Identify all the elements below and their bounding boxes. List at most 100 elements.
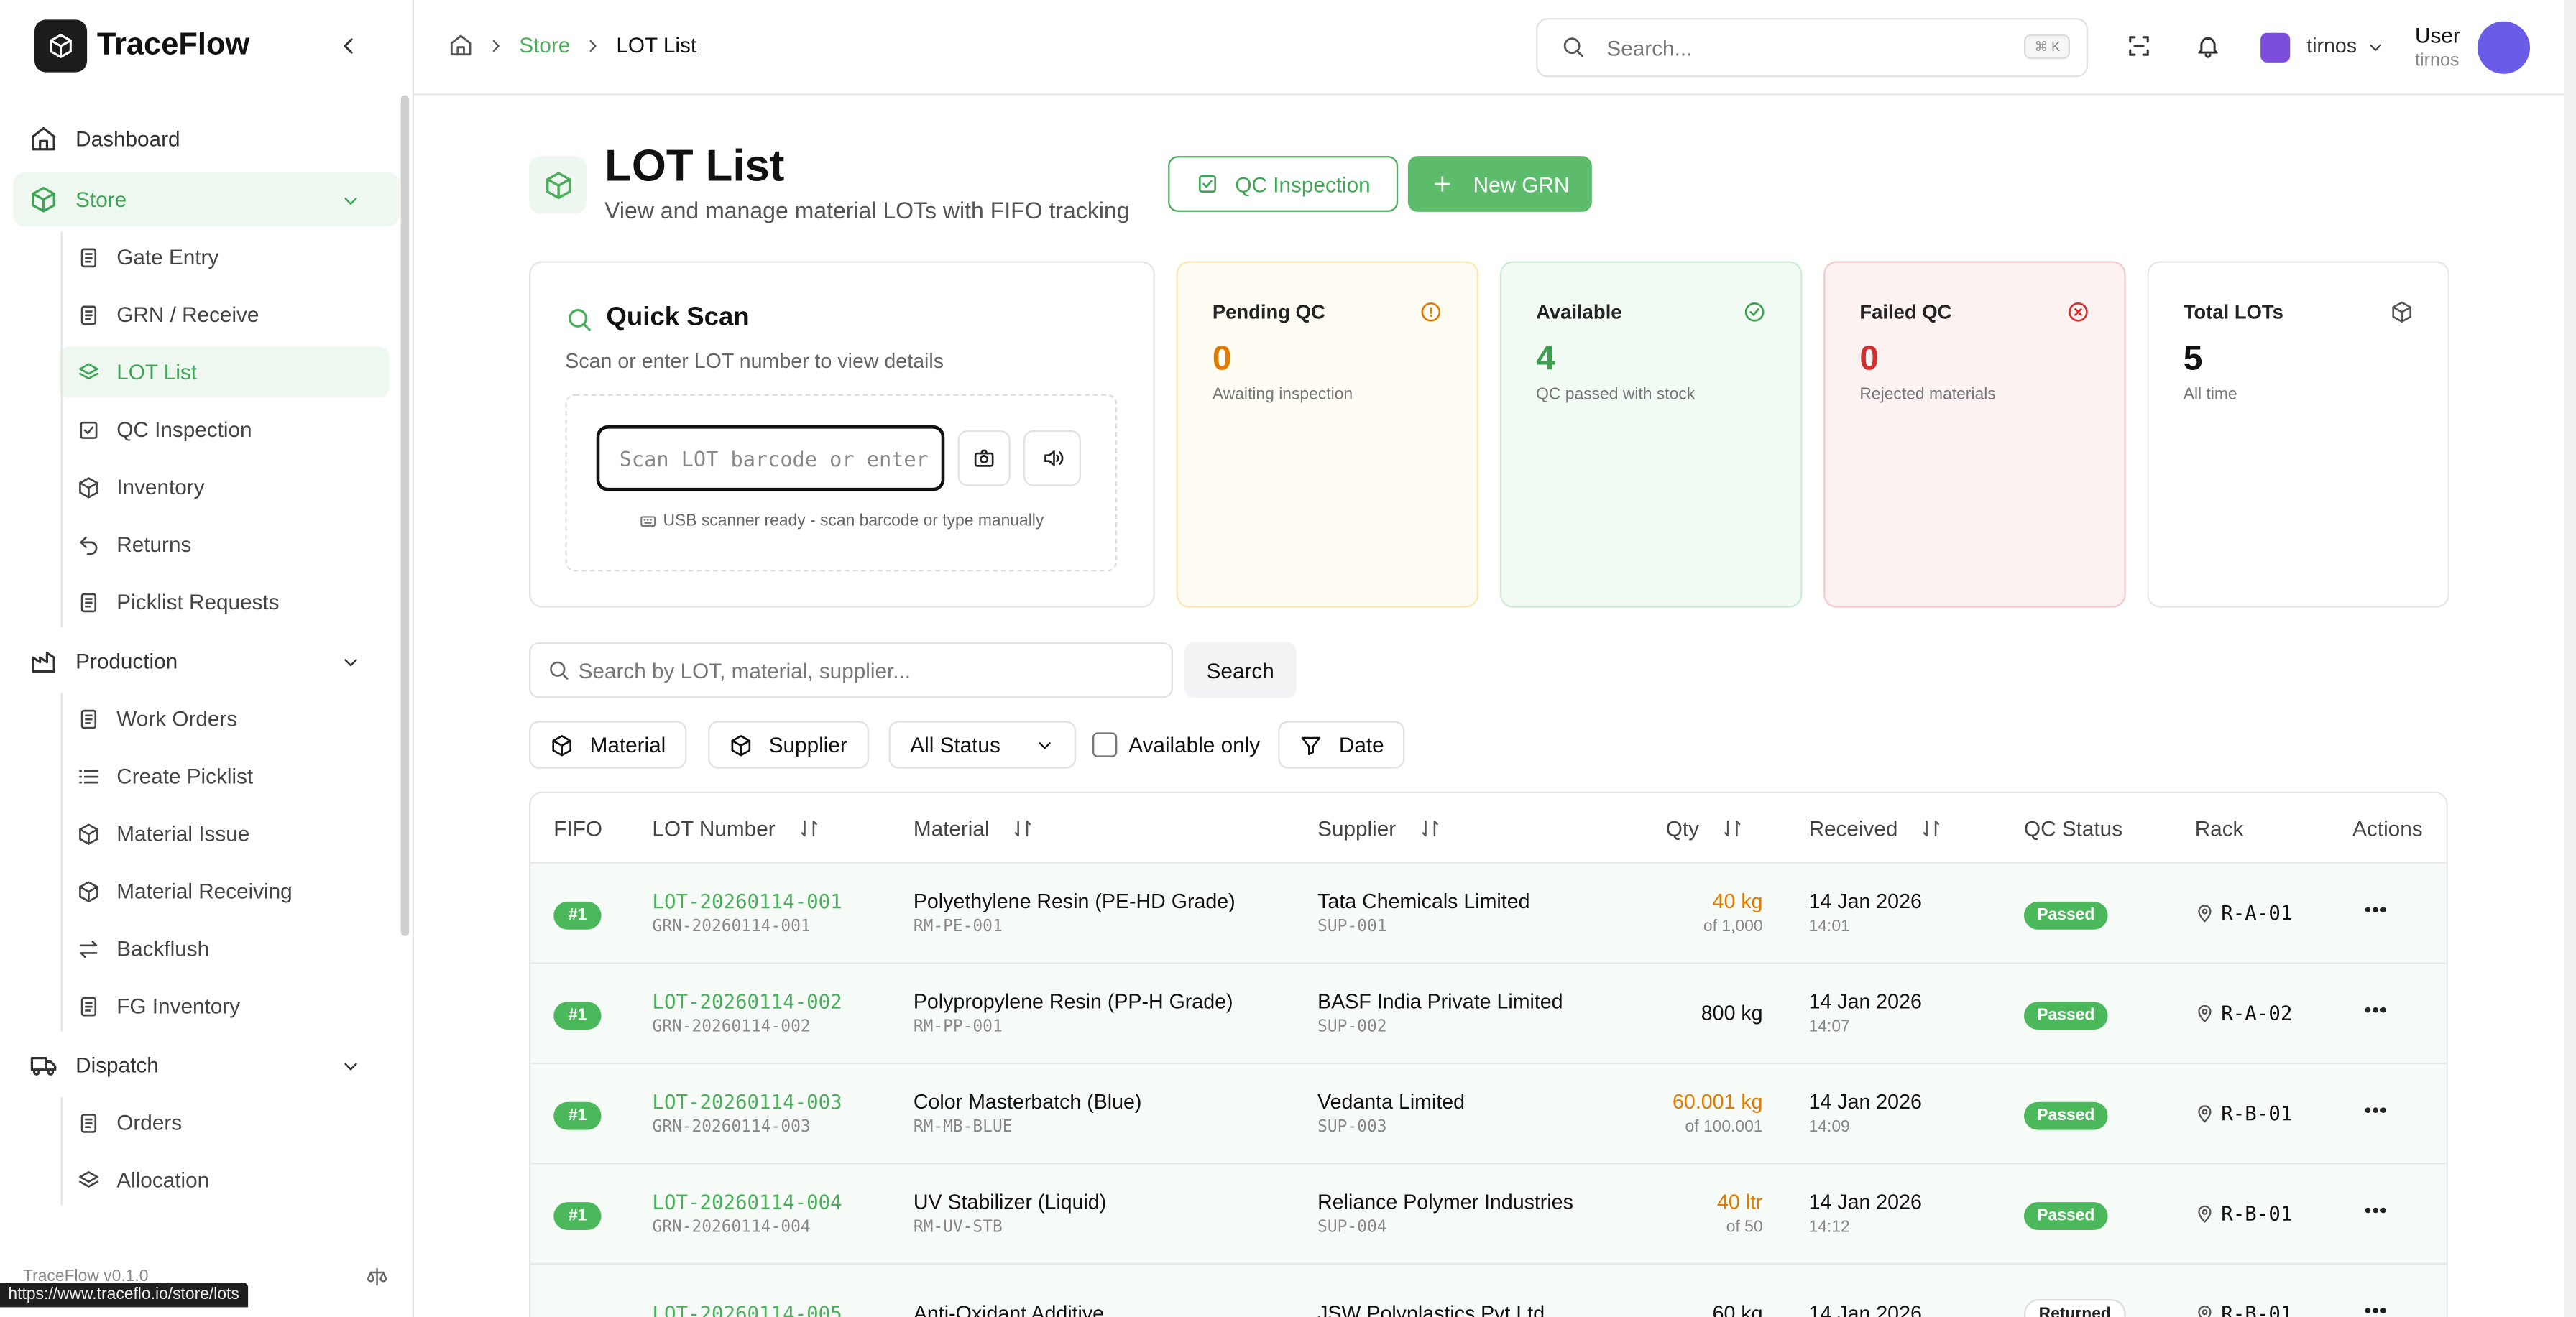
- cell-received: 14 Jan 2026 14:12: [1809, 1191, 2024, 1237]
- cell-supplier: Vedanta Limited SUP-003: [1317, 1091, 1646, 1137]
- nav-item[interactable]: Material Issue: [59, 808, 389, 859]
- nav-group[interactable]: Dashboard: [13, 111, 399, 165]
- crumb-link[interactable]: Store: [519, 32, 571, 57]
- qc-button[interactable]: QC Inspection: [1168, 156, 1399, 212]
- nav-item[interactable]: Allocation: [59, 1155, 389, 1206]
- column-label: Qty: [1665, 815, 1699, 841]
- lot-number[interactable]: LOT-20260114-002: [652, 990, 842, 1014]
- material-name: UV Stabilizer (Liquid): [913, 1191, 1107, 1214]
- filter-material[interactable]: Material: [528, 721, 687, 769]
- nav-label: Create Picklist: [116, 763, 254, 789]
- icon: [80, 247, 97, 267]
- sound-button[interactable]: [1023, 430, 1081, 486]
- nav-item[interactable]: FG Inventory: [59, 981, 389, 1032]
- icon: [30, 1056, 57, 1076]
- nav-group[interactable]: Store: [13, 172, 400, 227]
- qs-subtitle: Scan or enter LOT number to view details: [565, 349, 944, 373]
- status-badge: Passed: [2023, 1201, 2108, 1229]
- cell-rack: R-B-01: [2195, 1303, 2352, 1317]
- page-title: LOT List: [604, 141, 785, 191]
- lot-number[interactable]: LOT-20260114-001: [652, 889, 842, 913]
- nav-item[interactable]: Picklist Requests: [59, 576, 389, 627]
- table-row[interactable]: LOT-20260114-005 Anti-Oxidant Additive JSW…: [530, 1264, 2447, 1317]
- row-actions[interactable]: [2352, 1297, 2446, 1317]
- column-label: FIFO: [553, 815, 602, 841]
- sidebar: TraceFlow Dashboard Store Gate Entry GRN / R…: [0, 0, 414, 1317]
- material-name: Polypropylene Resin (PP-H Grade): [913, 990, 1233, 1014]
- search-button[interactable]: Search: [1184, 642, 1297, 698]
- table-row[interactable]: #1 LOT-20260114-002 GRN-20260114-002 Polypr…: [530, 964, 2447, 1065]
- icon: [2198, 1105, 2212, 1123]
- qty-of: of 100.001: [1685, 1118, 1763, 1137]
- lot-number[interactable]: LOT-20260114-003: [652, 1090, 842, 1114]
- user-name: User: [2414, 22, 2460, 48]
- status-url: https://www.traceflo.io/store/lots: [0, 1283, 248, 1308]
- stat-note: All time: [2183, 386, 2237, 405]
- table-row[interactable]: #1 LOT-20260114-001 GRN-20260114-001 Polyet…: [530, 864, 2447, 964]
- org-name[interactable]: tirnos: [2306, 34, 2358, 57]
- cell-lot: LOT-20260114-002 GRN-20260114-002: [652, 990, 913, 1036]
- nav-item[interactable]: Returns: [59, 519, 389, 570]
- row-actions[interactable]: [2352, 1096, 2446, 1131]
- nav-item[interactable]: Work Orders: [59, 693, 389, 744]
- nav-item[interactable]: LOT List: [59, 346, 390, 398]
- notifications[interactable]: [2195, 33, 2222, 68]
- scan-button[interactable]: [2126, 33, 2153, 68]
- nav-label: Orders: [116, 1110, 183, 1135]
- nav-label: Gate Entry: [116, 244, 219, 269]
- column-header: Qty: [1646, 815, 1808, 840]
- checkbox[interactable]: [1092, 732, 1118, 757]
- nav-item[interactable]: Inventory: [59, 461, 389, 512]
- cell-lot: LOT-20260114-005: [652, 1303, 913, 1317]
- camera-button[interactable]: [957, 430, 1011, 486]
- available-only[interactable]: Available only: [1092, 732, 1260, 757]
- nav-item[interactable]: Create Picklist: [59, 751, 389, 802]
- rack: R-B-01: [2221, 1101, 2293, 1125]
- nav-item[interactable]: Gate Entry: [59, 231, 389, 282]
- user-avatar[interactable]: [2477, 21, 2530, 74]
- filter-date[interactable]: Date: [1278, 721, 1406, 769]
- page-subtitle: View and manage material LOTs with FIFO …: [604, 197, 1130, 223]
- row-actions[interactable]: [2352, 996, 2446, 1030]
- sort-button[interactable]: [1013, 817, 1034, 838]
- icon: [344, 198, 357, 205]
- column-label: Material: [913, 815, 990, 841]
- row-actions[interactable]: [2352, 896, 2446, 930]
- sort-button[interactable]: [799, 817, 820, 838]
- sort-button[interactable]: [1722, 817, 1744, 838]
- status-select[interactable]: All Status: [888, 721, 1077, 769]
- nav-item[interactable]: Backflush: [59, 923, 389, 974]
- table-row[interactable]: #1 LOT-20260114-004 GRN-20260114-004 UV Sta…: [530, 1164, 2447, 1265]
- row-actions[interactable]: [2352, 1196, 2446, 1231]
- sort-button[interactable]: [1920, 817, 1942, 838]
- nav-item[interactable]: QC Inspection: [59, 404, 389, 455]
- scan-input[interactable]: Scan LOT barcode or enter: [596, 425, 945, 491]
- nav-item[interactable]: Material Receiving: [59, 866, 389, 917]
- new-grn-button[interactable]: New GRN: [1407, 156, 1592, 212]
- stat-label: Failed QC: [1859, 300, 1952, 324]
- collapse-button[interactable]: [335, 33, 362, 68]
- nav-group[interactable]: Production: [13, 634, 399, 688]
- nav-label: Production: [75, 648, 178, 674]
- icon: [2198, 905, 2212, 923]
- icon: [545, 171, 571, 198]
- nav-sub: Orders Allocation: [0, 1096, 413, 1206]
- cell-lot: LOT-20260114-001 GRN-20260114-001: [652, 890, 913, 936]
- nav-item[interactable]: Orders: [59, 1097, 389, 1148]
- nav-item[interactable]: GRN / Receive: [59, 289, 389, 340]
- lot-search[interactable]: Search by LOT, material, supplier...: [528, 642, 1173, 698]
- sort-button[interactable]: [1419, 817, 1440, 838]
- lot-number[interactable]: LOT-20260114-004: [652, 1191, 842, 1214]
- cell-qty: 60.001 kg of 100.001: [1646, 1091, 1808, 1137]
- icon: [1923, 819, 1940, 836]
- nav-group[interactable]: Dispatch: [13, 1038, 399, 1092]
- lot-number[interactable]: LOT-20260114-005: [652, 1302, 842, 1317]
- icon: [2129, 36, 2149, 56]
- table-row[interactable]: #1 LOT-20260114-003 GRN-20260114-003 Color …: [530, 1064, 2447, 1165]
- supplier-name: Reliance Polymer Industries: [1317, 1191, 1573, 1214]
- global-search[interactable]: Search... ⌘ K: [1536, 18, 2089, 78]
- icon: [80, 939, 98, 957]
- cell-qty: 40 ltr of 50: [1646, 1191, 1808, 1237]
- material-code: RM-PE-001: [913, 918, 1003, 936]
- filter-supplier[interactable]: Supplier: [708, 721, 869, 769]
